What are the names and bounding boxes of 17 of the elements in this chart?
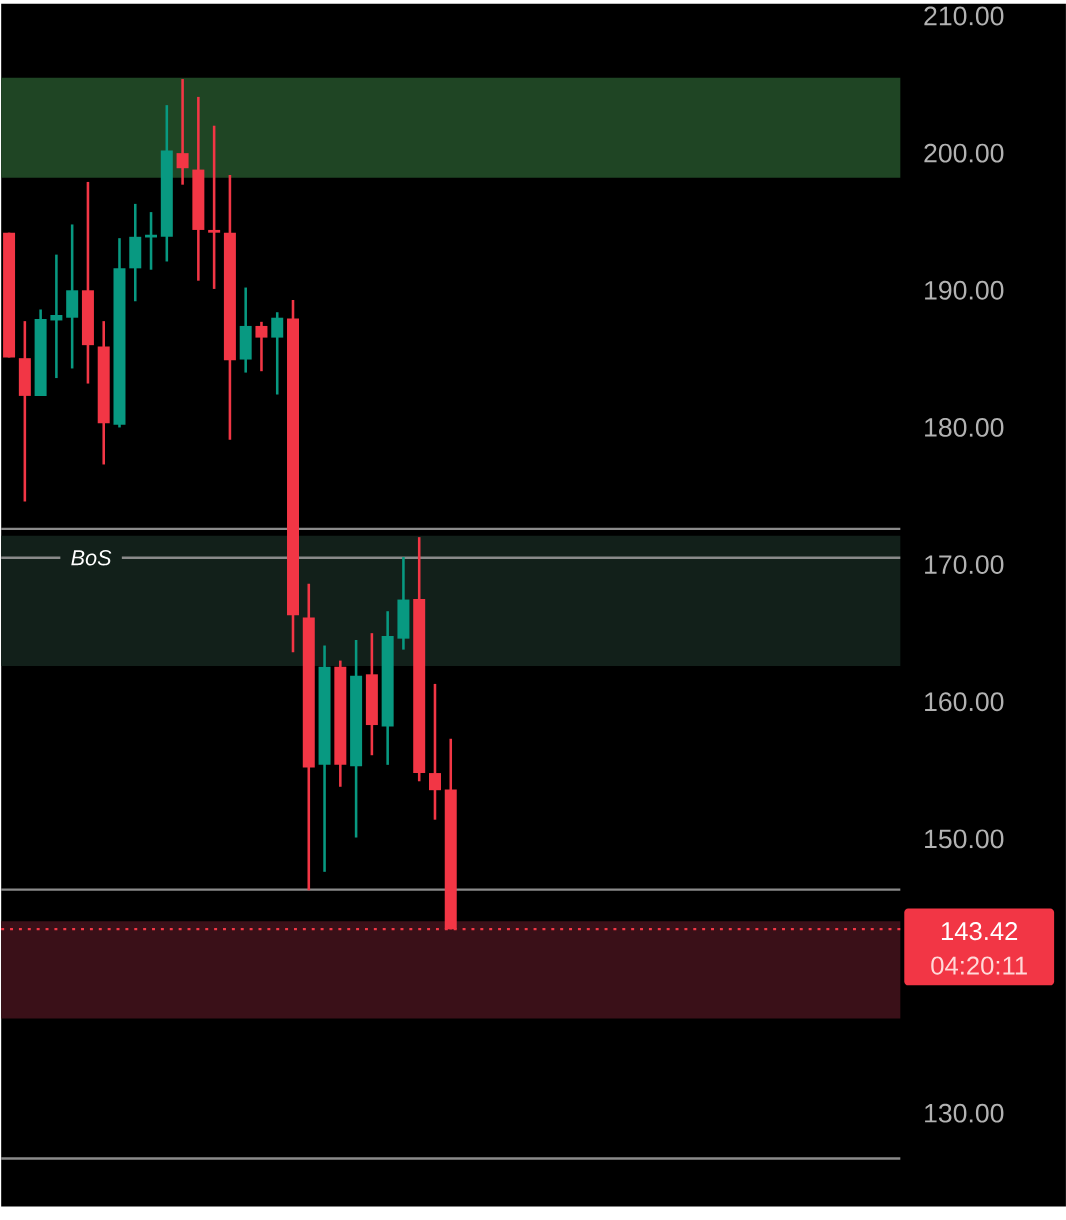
ref-line-label: BoS xyxy=(71,550,112,566)
y-tick-label: 200.00 xyxy=(924,143,1004,163)
candlestick xyxy=(271,310,284,396)
text: 04:20:11 xyxy=(931,956,1027,975)
ref-line-label: 143.42 xyxy=(941,922,1018,941)
y-tick-label: 160.00 xyxy=(925,692,1004,712)
y-tick-label: 170.00 xyxy=(925,555,1004,574)
candlestick xyxy=(208,124,221,291)
y-tick-label: 210.00 xyxy=(924,6,1004,26)
candlestick xyxy=(176,77,189,186)
candlestick xyxy=(429,682,441,821)
y-tick-label: 180.00 xyxy=(925,418,1004,437)
y-tick-label: 190.00 xyxy=(925,280,1004,300)
y-tick-label: 130.00 xyxy=(925,1103,1004,1123)
candlestick xyxy=(255,320,268,373)
candlestick xyxy=(50,253,63,380)
y-tick-label: 150.00 xyxy=(925,829,1004,849)
